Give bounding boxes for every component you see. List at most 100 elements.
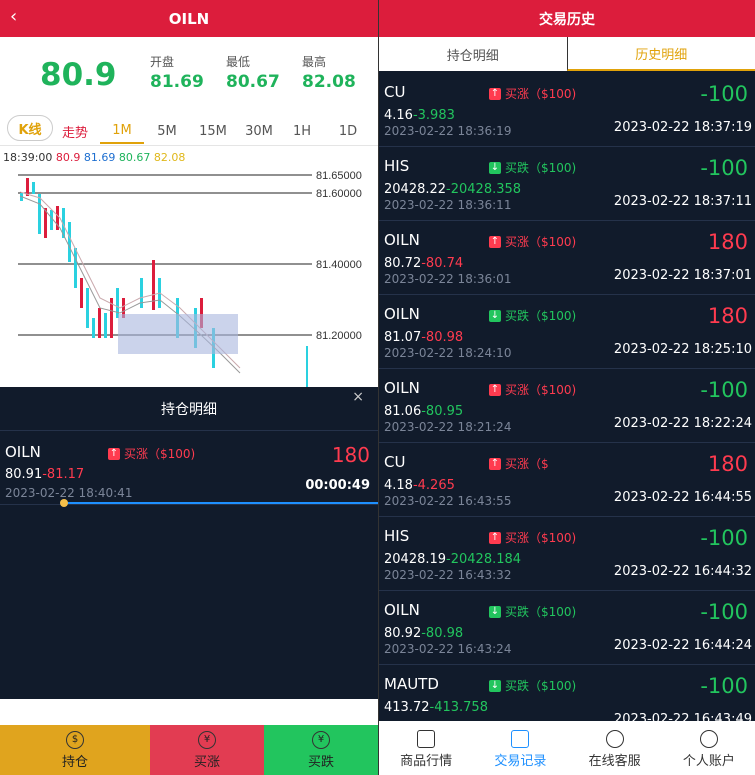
close-time: 2023-02-22 18:25:10 — [613, 342, 752, 357]
row-symbol: OILN — [384, 231, 420, 249]
chart-canvas: 81.65000 81.60000 81.40000 81.20000 — [18, 170, 362, 388]
position-row[interactable]: OILN ↑ 买涨（$100) 180 80.91-81.17 2023-02-… — [0, 431, 378, 505]
price-pair: 80.91-81.17 — [5, 467, 85, 482]
nav-market[interactable]: 商品行情 — [379, 721, 473, 775]
tab-1d[interactable]: 1D — [338, 123, 358, 139]
user-icon — [699, 730, 718, 748]
direction-badge: ↑ 买涨（$100) — [489, 383, 577, 397]
current-price: 80.9 — [40, 57, 117, 93]
history-row[interactable]: OILN ↓ 买跌（$100) -100 80.92-80.98 2023-02… — [379, 591, 755, 665]
candlestick-chart[interactable]: 18:39:00 80.9 81.69 80.67 82.08 81.65000… — [0, 148, 378, 388]
arrow-up-icon: ↑ — [108, 447, 120, 460]
symbol-title: OILN — [168, 9, 210, 28]
tab-1m[interactable]: 1M — [100, 118, 144, 144]
open-time: 2023-02-22 18:24:10 — [384, 346, 512, 360]
close-time: 2023-02-22 16:44:24 — [613, 638, 752, 653]
arrow-down-icon: ↓ — [489, 309, 501, 322]
direction-badge: ↓ 买跌（$100) — [489, 679, 577, 693]
close-time: 2023-02-22 18:37:19 — [613, 120, 752, 135]
chart-legend: 18:39:00 80.9 81.69 80.67 82.08 — [3, 151, 186, 164]
arrow-up-icon: ↑ — [489, 531, 501, 544]
price-pair: 80.72-80.74 — [384, 256, 464, 271]
buy-down-button[interactable]: ¥ 买跌 — [264, 725, 378, 775]
nav-records[interactable]: 交易记录 — [473, 721, 567, 775]
direction-badge: ↓ 买跌（$100) — [489, 309, 577, 323]
position-sheet: 持仓明细 × OILN ↑ 买涨（$100) 180 80.91-81.17 2… — [0, 387, 378, 699]
tab-history[interactable]: 历史明细 — [566, 37, 755, 71]
arrow-up-icon: ↑ — [489, 235, 501, 248]
open-time: 2023-02-22 18:36:01 — [384, 272, 512, 286]
coin-icon: $ — [66, 730, 84, 749]
history-row[interactable]: HIS ↑ 买涨（$100) -100 20428.19-20428.184 2… — [379, 517, 755, 591]
low-stat: 最低 80.67 — [226, 55, 280, 92]
arrow-up-icon: ↑ — [489, 383, 501, 396]
row-profit: -100 — [700, 600, 748, 624]
yen-icon: ¥ — [312, 730, 330, 749]
price-pair: 20428.19-20428.184 — [384, 552, 522, 567]
tab-holdings[interactable]: 持仓明细 — [446, 48, 499, 64]
arrow-down-icon: ↓ — [489, 161, 501, 174]
position-duration: 00:00:49 — [305, 478, 370, 493]
row-symbol: OILN — [384, 379, 420, 397]
tab-30m[interactable]: 30M — [245, 123, 273, 139]
row-symbol: OILN — [384, 305, 420, 323]
price-pair: 4.16-3.983 — [384, 108, 455, 123]
direction-badge: ↑ 买涨（$100) — [489, 235, 577, 249]
price-pair: 80.92-80.98 — [384, 626, 464, 641]
market-header: ‹ OILN — [0, 0, 378, 37]
price-pair: 81.07-80.98 — [384, 330, 464, 345]
market-detail-pane: ‹ OILN 80.9 开盘 81.69 最低 80.67 最高 82.08 K… — [0, 0, 378, 775]
trade-history-pane: 交易历史 持仓明细 历史明细 CU ↑ 买涨（$100) -100 4.16-3… — [378, 0, 755, 775]
tab-15m[interactable]: 15M — [199, 123, 227, 139]
buy-up-button[interactable]: ¥ 买涨 — [150, 725, 264, 775]
countdown-dot — [60, 499, 68, 507]
history-row[interactable]: CU ↑ 买涨（$100) -100 4.16-3.983 2023-02-22… — [379, 73, 755, 147]
candles — [19, 178, 308, 388]
bottom-nav: 商品行情 交易记录 在线客服 个人账户 — [379, 721, 755, 775]
history-row[interactable]: OILN ↑ 买涨（$100) 180 80.72-80.74 2023-02-… — [379, 221, 755, 295]
tab-5m[interactable]: 5M — [157, 123, 177, 139]
open-time: 2023-02-22 18:36:19 — [384, 124, 512, 138]
close-icon[interactable]: × — [352, 389, 364, 405]
row-symbol: CU — [384, 453, 406, 471]
open-time: 2023-02-22 16:43:24 — [384, 642, 512, 656]
direction-badge: ↓ 买跌（$100) — [489, 161, 577, 175]
tab-trend[interactable]: 走势 — [61, 125, 88, 141]
sheet-title: 持仓明细 — [0, 387, 378, 431]
history-header: 交易历史 — [379, 0, 755, 37]
quote-panel: 80.9 开盘 81.69 最低 80.67 最高 82.08 — [0, 37, 378, 107]
close-time: 2023-02-22 18:37:11 — [613, 194, 752, 209]
open-time: 2023-02-22 18:21:24 — [384, 420, 512, 434]
row-profit: 180 — [707, 304, 748, 328]
position-time: 2023-02-22 18:40:41 — [5, 486, 133, 500]
row-symbol: HIS — [384, 157, 410, 175]
level-label: 81.40000 — [316, 259, 362, 271]
row-profit: 180 — [707, 230, 748, 254]
direction-badge: ↑ 买涨（$100) — [108, 447, 196, 461]
price-pair: 20428.22-20428.358 — [384, 182, 522, 197]
nav-account[interactable]: 个人账户 — [662, 721, 755, 775]
row-symbol: OILN — [384, 601, 420, 619]
row-symbol: MAUTD — [384, 675, 439, 693]
close-time: 2023-02-22 18:22:24 — [613, 416, 752, 431]
back-arrow-icon[interactable]: ‹ — [10, 6, 18, 27]
row-profit: -100 — [700, 674, 748, 698]
clock-icon — [605, 730, 624, 748]
row-profit: -100 — [700, 378, 748, 402]
history-list: CU ↑ 买涨（$100) -100 4.16-3.983 2023-02-22… — [379, 73, 755, 739]
history-row[interactable]: OILN ↑ 买涨（$100) -100 81.06-80.95 2023-02… — [379, 369, 755, 443]
history-row[interactable]: OILN ↓ 买跌（$100) 180 81.07-80.98 2023-02-… — [379, 295, 755, 369]
history-row[interactable]: CU ↑ 买涨（$ 180 4.18-4.265 2023-02-22 16:4… — [379, 443, 755, 517]
nav-support[interactable]: 在线客服 — [568, 721, 662, 775]
tab-kline[interactable]: K线 — [7, 115, 53, 141]
row-profit: -100 — [700, 156, 748, 180]
chart-icon — [417, 730, 436, 748]
row-symbol: HIS — [384, 527, 410, 545]
row-profit: -100 — [700, 82, 748, 106]
chart-tabs: K线 走势 1M 5M 15M 30M 1H 1D — [0, 112, 378, 146]
tab-1h[interactable]: 1H — [292, 123, 312, 139]
high-stat: 最高 82.08 — [302, 55, 356, 92]
price-pair: 81.06-80.95 — [384, 404, 464, 419]
positions-button[interactable]: $ 持仓 — [0, 725, 150, 775]
history-row[interactable]: HIS ↓ 买跌（$100) -100 20428.22-20428.358 2… — [379, 147, 755, 221]
